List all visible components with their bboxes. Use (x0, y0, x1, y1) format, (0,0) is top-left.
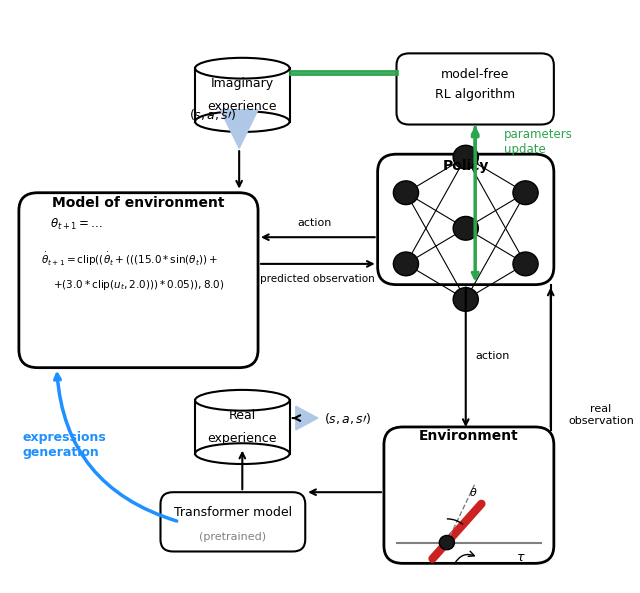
Ellipse shape (195, 111, 289, 132)
Circle shape (394, 252, 419, 276)
Text: Real: Real (228, 409, 256, 422)
Text: action: action (298, 218, 332, 228)
Ellipse shape (195, 390, 289, 410)
Polygon shape (220, 110, 258, 148)
Polygon shape (195, 68, 289, 122)
Text: Imaginary: Imaginary (211, 76, 274, 90)
Text: $\dot{\theta}_{t+1} = \mathrm{clip}((\dot{\theta}_t + (((15.0 * \sin(\theta_t))+: $\dot{\theta}_{t+1} = \mathrm{clip}((\do… (41, 251, 218, 268)
Polygon shape (296, 406, 318, 430)
Text: model-free: model-free (441, 68, 509, 81)
Text: Policy: Policy (442, 159, 489, 173)
Text: $\theta_{t+1} = \ldots$: $\theta_{t+1} = \ldots$ (51, 217, 103, 232)
Text: $(s, a, s\prime)$: $(s, a, s\prime)$ (324, 410, 372, 426)
Circle shape (513, 252, 538, 276)
FancyBboxPatch shape (384, 427, 554, 563)
Circle shape (394, 181, 419, 205)
Text: action: action (475, 351, 509, 361)
Text: $(s, a, s\prime)$: $(s, a, s\prime)$ (189, 107, 236, 122)
Text: experience: experience (207, 432, 277, 445)
Text: predicted observation: predicted observation (260, 274, 375, 284)
Text: Transformer model: Transformer model (174, 506, 292, 519)
Text: expressions
generation: expressions generation (22, 431, 106, 459)
FancyBboxPatch shape (397, 53, 554, 125)
Text: parameters
update: parameters update (504, 128, 572, 157)
Ellipse shape (195, 444, 289, 464)
Text: $\theta$: $\theta$ (469, 486, 477, 498)
FancyBboxPatch shape (161, 492, 305, 551)
Text: experience: experience (207, 100, 277, 113)
Text: (pretrained): (pretrained) (199, 532, 266, 541)
Text: $\tau$: $\tau$ (516, 551, 525, 564)
FancyBboxPatch shape (19, 193, 258, 368)
Circle shape (453, 216, 478, 240)
Ellipse shape (195, 58, 289, 79)
Circle shape (513, 181, 538, 205)
Circle shape (439, 535, 454, 550)
Text: Environment: Environment (419, 429, 519, 443)
Polygon shape (195, 400, 289, 454)
Circle shape (453, 145, 478, 169)
Text: real
observation: real observation (568, 404, 634, 426)
Text: Model of environment: Model of environment (52, 196, 225, 210)
FancyBboxPatch shape (378, 154, 554, 285)
Text: $+(3.0 * \mathrm{clip}(u_t, 2.0))) * 0.05)), 8.0)$: $+(3.0 * \mathrm{clip}(u_t, 2.0))) * 0.0… (54, 278, 225, 292)
Circle shape (453, 288, 478, 311)
Text: RL algorithm: RL algorithm (435, 88, 515, 101)
